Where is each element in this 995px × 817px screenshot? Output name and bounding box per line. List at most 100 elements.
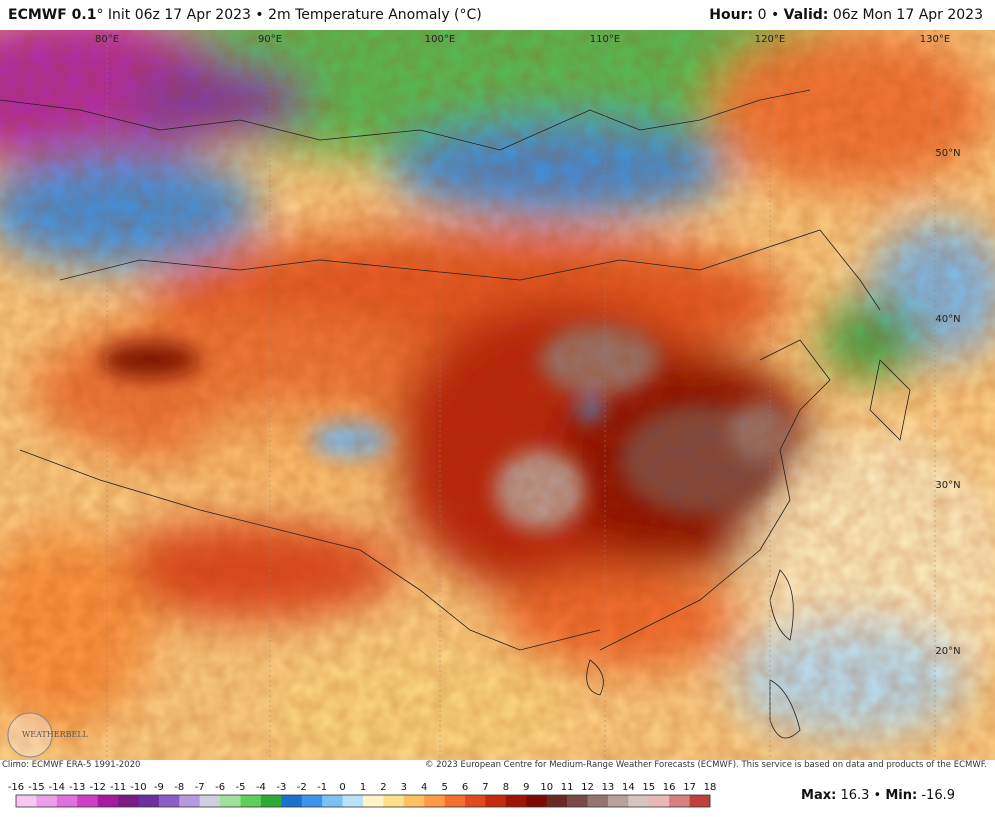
- color-swatch: [424, 795, 445, 807]
- colorbar-label: 17: [683, 782, 696, 793]
- colorbar-label: 5: [441, 782, 447, 793]
- colorbar-label: 8: [503, 782, 509, 793]
- color-swatch: [322, 795, 343, 807]
- lon-labels: 80°E 90°E 100°E 110°E 120°E 130°E: [95, 34, 950, 45]
- separator: •: [770, 7, 780, 23]
- colorbar-label: 3: [401, 782, 407, 793]
- lon-label: 90°E: [258, 34, 282, 45]
- color-swatch: [77, 795, 98, 807]
- header-right: Hour: 0 • Valid: 06z Mon 17 Apr 2023: [709, 0, 983, 30]
- color-swatch: [669, 795, 690, 807]
- colorbar-label: -4: [256, 782, 266, 793]
- description: ° Init 06z 17 Apr 2023 • 2m Temperature …: [96, 7, 482, 23]
- colorbar-label: 16: [663, 782, 676, 793]
- lat-label: 40°N: [935, 314, 960, 325]
- colorbar-frame: [15, 794, 711, 808]
- colorbar-label: -1: [317, 782, 327, 793]
- colorbar-label: -5: [236, 782, 246, 793]
- color-swatch: [403, 795, 425, 807]
- color-swatch: [97, 795, 119, 807]
- color-swatch: [342, 795, 364, 807]
- colorbar-label: 9: [523, 782, 529, 793]
- colorbar-label: 15: [642, 782, 655, 793]
- colorbar-label: -6: [215, 782, 225, 793]
- color-swatch: [118, 795, 139, 807]
- color-swatch: [526, 795, 548, 807]
- colorbar-label: -14: [49, 782, 65, 793]
- lat-label: 20°N: [935, 646, 960, 657]
- colorbar-label: 18: [704, 782, 717, 793]
- lon-label: 110°E: [590, 34, 620, 45]
- color-swatch: [36, 795, 58, 807]
- colorbar-label: -12: [89, 782, 105, 793]
- colorbar-label: 2: [380, 782, 386, 793]
- color-swatch: [220, 795, 241, 807]
- lon-label: 80°E: [95, 34, 119, 45]
- color-swatch: [16, 795, 37, 807]
- colorbar-label: -11: [110, 782, 126, 793]
- color-swatch: [260, 795, 282, 807]
- colorbar-label: -3: [276, 782, 286, 793]
- separator: •: [873, 788, 882, 803]
- colorbar-label: 13: [602, 782, 615, 793]
- color-swatch: [158, 795, 180, 807]
- graticule: [106, 30, 936, 760]
- colorbar-label: -10: [130, 782, 146, 793]
- max-label: Max:: [801, 788, 837, 803]
- lon-label: 100°E: [425, 34, 455, 45]
- color-swatch: [689, 795, 711, 807]
- color-swatch: [587, 795, 609, 807]
- colorbar-label: -9: [154, 782, 164, 793]
- max: 16.3: [840, 788, 870, 803]
- colorbar: -16 -15 -14 -13 -12 -11 -10 -9 -8 -7 -6 -5 -4 -3 -2 -1 0…: [8, 782, 717, 808]
- valid-label: Valid:: [783, 7, 829, 23]
- colorbar-label: 10: [540, 782, 553, 793]
- color-swatch: [383, 795, 405, 807]
- lat-labels: 50°N 40°N 30°N 20°N: [935, 148, 960, 657]
- lat-label: 30°N: [935, 480, 960, 491]
- colorbar-label: -7: [195, 782, 205, 793]
- min: -16.9: [921, 788, 955, 803]
- header-left: ECMWF 0.1° Init 06z 17 Apr 2023 • 2m Tem…: [8, 0, 482, 30]
- color-swatch: [56, 795, 78, 807]
- colorbar-label: 14: [622, 782, 635, 793]
- color-swatch: [648, 795, 670, 807]
- color-swatch: [240, 795, 262, 807]
- color-swatch: [199, 795, 221, 807]
- colorbar-label: 7: [482, 782, 488, 793]
- color-swatch: [567, 795, 588, 807]
- borders: [0, 89, 911, 739]
- hour: 0: [757, 7, 767, 23]
- colorbar-label: -16: [8, 782, 24, 793]
- colorbar-label: 4: [421, 782, 427, 793]
- color-swatch: [628, 795, 650, 807]
- header: ECMWF 0.1° Init 06z 17 Apr 2023 • 2m Tem…: [0, 0, 995, 30]
- map: 80°E 90°E 100°E 110°E 120°E 130°E 50°N 4…: [0, 30, 995, 760]
- color-swatch: [444, 795, 466, 807]
- color-swatch: [607, 795, 629, 807]
- colorbar-label: 6: [462, 782, 468, 793]
- copyright: © 2023 European Centre for Medium-Range …: [424, 760, 987, 770]
- color-swatch: [179, 795, 201, 807]
- model: ECMWF 0.1: [8, 7, 97, 23]
- stats: Max: 16.3 • Min: -16.9: [801, 788, 955, 803]
- anomaly-field: [0, 30, 995, 760]
- colorbar-label: 0: [339, 782, 345, 793]
- climo: Climo: ECMWF ERA-5 1991-2020: [2, 760, 141, 770]
- logo-mark: [7, 712, 53, 758]
- color-swatch: [301, 795, 323, 807]
- lon-label: 130°E: [920, 34, 950, 45]
- colorbar-label: -13: [69, 782, 85, 793]
- min-label: Min:: [885, 788, 918, 803]
- colorbar-label: 11: [561, 782, 574, 793]
- color-swatch: [546, 795, 568, 807]
- colorbar-label: -2: [297, 782, 307, 793]
- logo: WEATHERBELL: [22, 730, 89, 739]
- hour-label: Hour:: [709, 7, 754, 23]
- colorbar-label: 1: [360, 782, 366, 793]
- color-swatch: [138, 795, 160, 807]
- lon-label: 120°E: [755, 34, 785, 45]
- color-swatch: [505, 795, 527, 807]
- valid: 06z Mon 17 Apr 2023: [832, 7, 983, 23]
